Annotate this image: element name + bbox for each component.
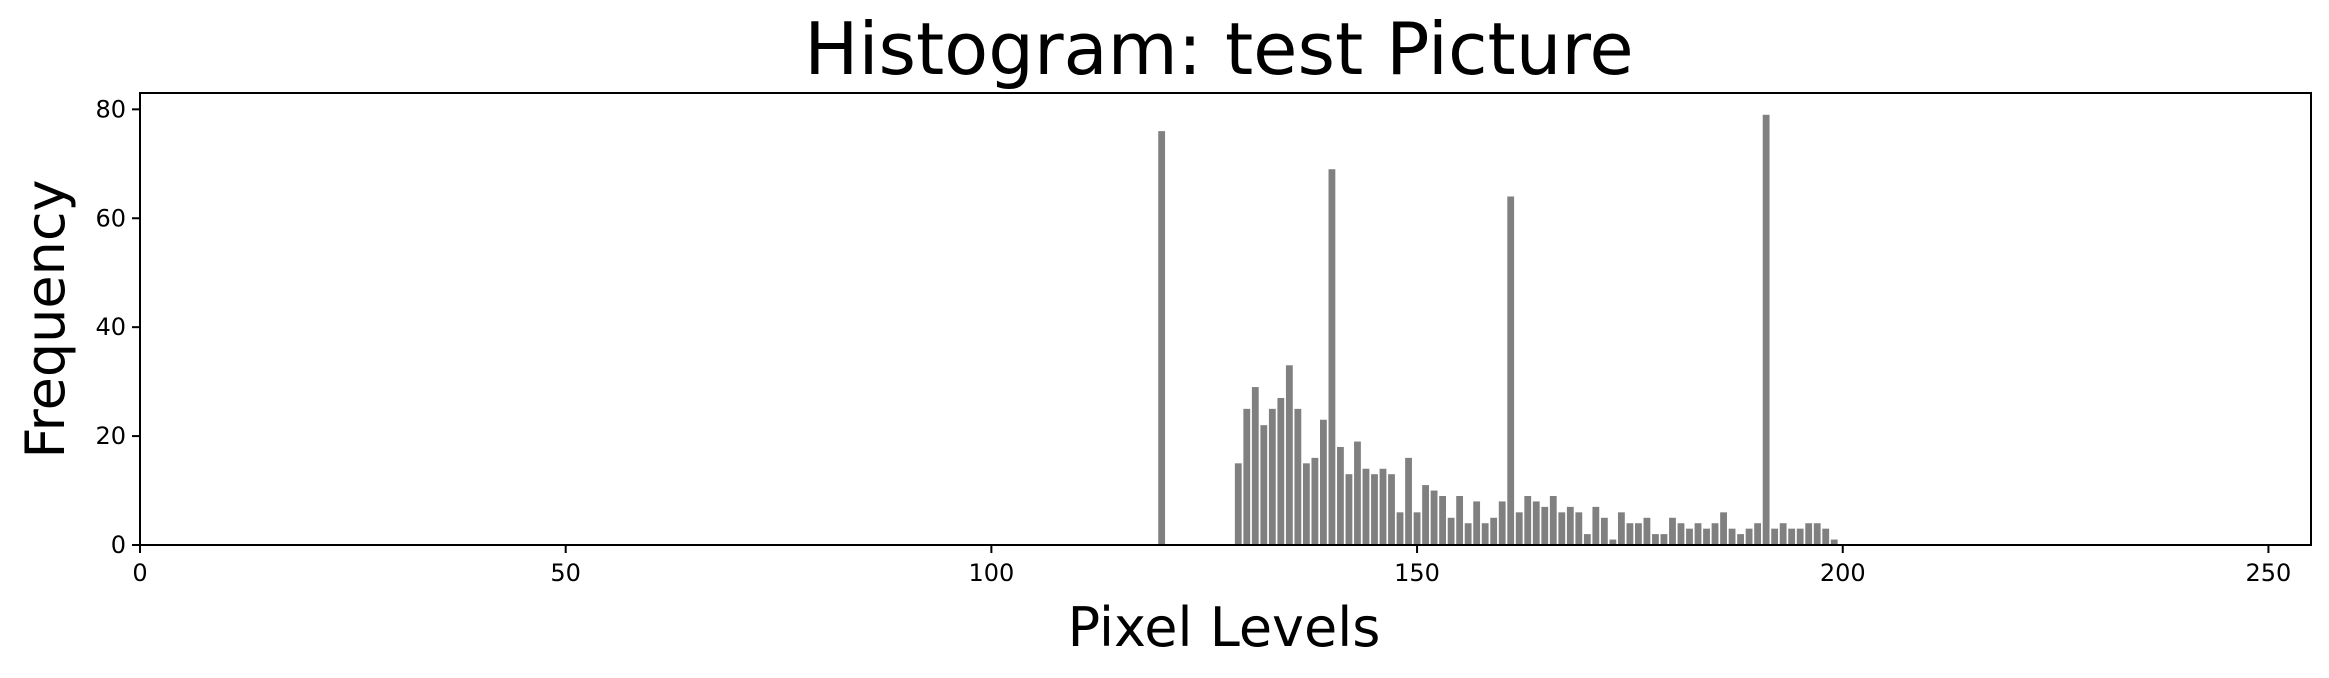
histogram-bar	[1311, 457, 1319, 545]
histogram-bar	[1371, 474, 1378, 545]
histogram-bar	[1277, 397, 1285, 545]
histogram-bar	[1413, 512, 1421, 545]
histogram-bar	[1771, 528, 1779, 545]
x-tick-label: 200	[1820, 559, 1866, 587]
histogram-bar	[1703, 528, 1710, 545]
histogram-bar	[1345, 474, 1353, 545]
histogram-bar	[1626, 523, 1634, 545]
histogram-bar	[1541, 506, 1549, 545]
histogram-bar	[1549, 495, 1557, 545]
histogram-bar	[1558, 512, 1566, 545]
histogram-bar	[1251, 387, 1259, 545]
histogram-bar	[1566, 506, 1574, 545]
histogram-bar	[1268, 408, 1276, 545]
histogram-bar	[1609, 539, 1617, 545]
histogram-bar	[1575, 512, 1583, 545]
histogram-bar	[1328, 169, 1336, 546]
histogram-bar	[1779, 523, 1787, 545]
histogram-bar	[1754, 523, 1762, 545]
histogram-bar	[1447, 517, 1455, 545]
histogram-bar	[1677, 523, 1685, 545]
y-tick-label: 20	[95, 422, 126, 450]
histogram-bar	[1532, 501, 1540, 545]
x-axis-ticks: 0 50 100 150 200 250	[132, 545, 2291, 587]
chart-title: Histogram: test Picture	[804, 7, 1633, 91]
histogram-bar	[1796, 528, 1804, 545]
histogram-bar	[1686, 528, 1693, 545]
histogram-bar	[1507, 196, 1515, 545]
y-tick-label: 60	[95, 204, 126, 232]
histogram-bar	[1354, 441, 1361, 545]
y-tick-label: 80	[95, 95, 126, 123]
histogram-bar	[1481, 523, 1489, 545]
histogram-bar	[1822, 528, 1830, 545]
histogram-bar	[1302, 463, 1310, 545]
bars-group	[1158, 114, 1838, 546]
y-axis-ticks: 0 20 40 60 80	[95, 95, 140, 559]
histogram-bar	[1515, 512, 1523, 545]
histogram-bar	[1337, 446, 1344, 545]
x-tick-label: 50	[550, 559, 581, 587]
histogram-bar	[1583, 534, 1591, 545]
histogram-bar	[1320, 419, 1327, 545]
histogram-bar	[1430, 490, 1438, 545]
plot-frame	[139, 92, 2312, 546]
histogram-bar	[1473, 501, 1481, 545]
histogram-bar	[1243, 408, 1251, 545]
histogram-bar	[1260, 425, 1268, 545]
histogram-bar	[1498, 501, 1506, 545]
histogram-bar	[1728, 528, 1736, 545]
histogram-bar	[1396, 512, 1404, 545]
histogram-bar	[1285, 365, 1293, 545]
histogram-bar	[1617, 512, 1625, 545]
histogram-bar	[1830, 539, 1838, 545]
x-tick-label: 100	[968, 559, 1014, 587]
histogram-bar	[1490, 517, 1498, 545]
histogram-bar	[1592, 506, 1600, 545]
histogram-bar	[1294, 408, 1302, 545]
histogram-bar	[1788, 528, 1796, 545]
x-tick-label: 150	[1394, 559, 1440, 587]
histogram-bar	[1762, 114, 1770, 545]
x-axis-label: Pixel Levels	[1068, 596, 1381, 659]
histogram-bar	[1158, 131, 1166, 545]
histogram-bar	[1660, 534, 1668, 545]
histogram-bar	[1405, 457, 1412, 545]
histogram-bar	[1464, 523, 1472, 545]
y-axis-label: Frequency	[14, 180, 77, 459]
histogram-bar	[1669, 517, 1676, 545]
histogram-bar	[1379, 468, 1387, 545]
histogram-bar	[1694, 523, 1702, 545]
histogram-bar	[1600, 517, 1608, 545]
y-tick-label: 40	[95, 313, 126, 341]
x-tick-label: 250	[2246, 559, 2292, 587]
histogram-bar	[1745, 528, 1753, 545]
histogram-bar	[1652, 534, 1659, 545]
histogram-bar	[1422, 485, 1429, 545]
histogram-bar	[1439, 495, 1446, 545]
histogram-bar	[1234, 463, 1242, 545]
histogram-bar	[1388, 474, 1395, 545]
histogram-bar	[1643, 517, 1651, 545]
histogram-bar	[1720, 512, 1727, 545]
histogram-bar	[1362, 468, 1370, 545]
histogram-bar	[1813, 523, 1821, 545]
histogram-bar	[1456, 495, 1464, 545]
histogram-bar	[1805, 523, 1813, 545]
y-tick-label: 0	[111, 531, 126, 559]
x-tick-label: 0	[132, 559, 147, 587]
histogram-bar	[1737, 534, 1744, 545]
histogram-bar	[1524, 495, 1532, 545]
histogram-bar	[1635, 523, 1642, 545]
histogram-bar	[1711, 523, 1719, 545]
